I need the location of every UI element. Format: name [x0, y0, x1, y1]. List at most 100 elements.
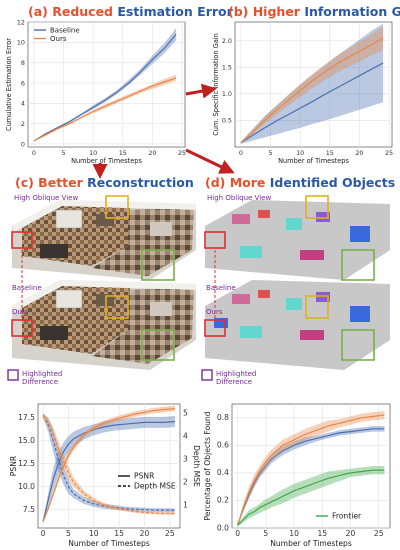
panel-d-title-accent: (d) More — [205, 175, 265, 190]
tick-label-y-b: 2.0 — [222, 37, 232, 45]
reconstruction-render-ours — [12, 280, 196, 370]
axis-label-y-a: Cumulative Estimation Error — [5, 38, 13, 131]
tick-label-y-a: 4 — [21, 100, 25, 108]
series-line-e-0 — [42, 420, 175, 522]
series-line-e-1 — [42, 415, 175, 511]
tick-label-y-a: 0 — [21, 140, 25, 148]
panel-d-label-ours: Ours — [206, 308, 223, 316]
band-f-1 — [237, 410, 385, 526]
tick-label-x-a: 0 — [32, 149, 36, 157]
tick-label-y-a: 8 — [21, 59, 25, 67]
axis-label-y-e: PSNR — [9, 455, 18, 476]
panel-a-title: (a) Reduced Estimation Error — [28, 4, 234, 19]
panel-c-label-highlight-line1: Highlighted — [22, 370, 62, 378]
tick-label-y-e: 10.0 — [18, 482, 35, 491]
tick-label-x-f: 15 — [317, 529, 327, 538]
tick-label-x-b: 25 — [385, 149, 393, 157]
tick-label-y-a: 2 — [21, 120, 25, 128]
tick-label-x-f: 0 — [235, 529, 240, 538]
panel-c-label-highlight-line2: Difference — [22, 378, 58, 386]
legend-label-a-1: Ours — [50, 35, 67, 43]
tick-label-x-b: 20 — [355, 149, 363, 157]
panel-d-renders: High Oblique View Baseline Ours Highligh… — [201, 194, 390, 386]
tick-label-x-b: 15 — [326, 149, 334, 157]
axis-label-y-f: Percentage of Objects Found — [203, 411, 212, 520]
tick-label-x-b: 5 — [269, 149, 273, 157]
tick-label-x-e: 15 — [114, 529, 124, 538]
series-line-a-0 — [33, 33, 177, 142]
chart-information-gain: 0 5 10 15 20 25 0.5 1.0 1.5 2.0 Number of Timestep… — [212, 21, 393, 165]
arrow-a-to-d — [185, 148, 235, 174]
semantic-render-baseline — [205, 200, 390, 280]
panel-c-title: (c) Better Reconstruction — [15, 175, 194, 190]
series-line-a-1 — [33, 77, 177, 142]
reconstruction-render-baseline — [12, 200, 196, 280]
chart-estimation-error: 0 5 10 15 20 25 0 2 4 6 8 10 12 Number of Timesteps Cu… — [5, 18, 186, 165]
tick-label-y-e: 12.5 — [18, 459, 35, 468]
axis-label-x-b: Number of Timesteps — [278, 157, 349, 165]
tick-label-x-b: 10 — [296, 149, 304, 157]
tick-label-x-a: 5 — [62, 149, 66, 157]
plot-area-a — [27, 21, 186, 148]
panel-d-label-highlight-line1: Highlighted — [216, 370, 256, 378]
band-b-1 — [240, 26, 384, 144]
tick-label-y-f: 0.2 — [217, 496, 229, 505]
panel-d-title: (d) More Identified Objects — [205, 175, 395, 190]
legend-label-f-0: Frontier — [332, 511, 362, 520]
tick-label-y-f: 0.0 — [217, 523, 229, 532]
axis-label-x-a: Number of Timesteps — [71, 157, 142, 165]
axis-label-x-f: Number of Timesteps — [270, 539, 352, 548]
series-line-b-0 — [240, 62, 384, 144]
band-f-2 — [237, 466, 385, 527]
tick-label-x-f: 10 — [289, 529, 299, 538]
tick-label-y2-e: 3 — [183, 454, 188, 463]
tick-label-y2-e: 2 — [183, 477, 188, 486]
panel-c-label-highlight: Highlighted Difference — [22, 370, 62, 386]
tick-label-x-e: 10 — [89, 529, 99, 538]
tick-label-x-e: 25 — [165, 529, 175, 538]
series-line-f-0 — [237, 428, 385, 526]
tick-label-y-a: 6 — [21, 79, 25, 87]
band-b-0 — [240, 23, 384, 144]
tick-label-y2-e: 1 — [183, 500, 188, 509]
tick-label-y-a: 10 — [17, 39, 25, 47]
axis-label-y-b: Cum. Specific Information Gain — [212, 33, 220, 136]
tick-label-y-b: 1.5 — [222, 64, 232, 72]
tick-label-y-e: 17.5 — [18, 413, 35, 422]
tick-label-x-b: 0 — [239, 149, 243, 157]
panel-c-title-accent: (c) Better — [15, 175, 84, 190]
tick-label-y-f: 0.6 — [217, 441, 229, 450]
panel-d-title-rest: Identified Objects — [265, 175, 395, 190]
tick-label-x-f: 25 — [374, 529, 384, 538]
tick-label-y-b: 1.0 — [222, 90, 232, 98]
panel-b-title-rest: Information Gain — [300, 4, 400, 19]
plot-area-f — [231, 403, 391, 529]
legend-label-e-1: Depth MSE — [134, 481, 176, 490]
tick-label-y-e: 15.0 — [18, 436, 35, 445]
panel-c-renders: High Oblique View Baseline Ours Highligh… — [7, 194, 196, 386]
tick-label-x-a: 15 — [119, 149, 127, 157]
tick-label-y-f: 0.4 — [217, 468, 229, 477]
series-line-e-3 — [42, 415, 175, 515]
tick-label-y-e: 7.5 — [23, 505, 35, 514]
plot-area-b — [234, 21, 393, 148]
tick-label-x-a: 10 — [89, 149, 97, 157]
panel-d-label-highlight-line2: Difference — [216, 378, 252, 386]
axis-label-x-e: Number of Timesteps — [68, 539, 150, 548]
tick-label-y-b: 0.5 — [222, 117, 232, 125]
panel-b-title-accent: (b) Higher — [228, 4, 301, 19]
panel-a-title-rest: Estimation Error — [113, 4, 234, 19]
tick-label-x-e: 20 — [140, 529, 150, 538]
tick-label-y2-e: 5 — [183, 408, 188, 417]
panel-d-label-baseline: Baseline — [206, 284, 236, 292]
series-line-e-2 — [42, 408, 175, 522]
tick-label-x-e: 5 — [66, 529, 71, 538]
panel-b-title: (b) Higher Information Gain — [228, 4, 400, 19]
tick-label-y-f: 0.8 — [217, 413, 229, 422]
panel-c-label-top-view: High Oblique View — [14, 194, 78, 202]
series-line-f-2 — [237, 469, 385, 526]
legend-label-e-0: PSNR — [134, 471, 155, 480]
legend-label-a-0: Baseline — [50, 26, 80, 34]
chart-psnr-depth: 0 5 10 15 20 257.510.012.515.017.512345Number… — [9, 403, 201, 548]
